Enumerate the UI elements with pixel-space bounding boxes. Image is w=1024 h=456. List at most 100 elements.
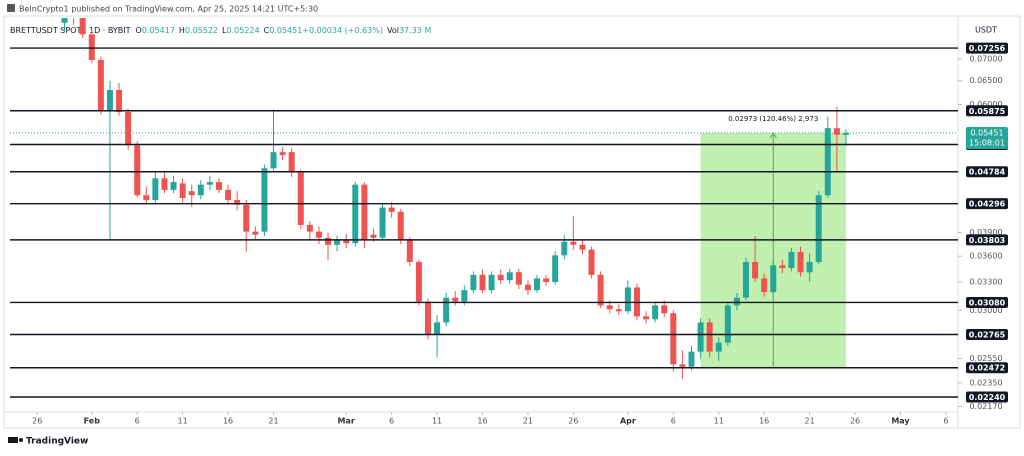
legend-key: H xyxy=(179,26,185,35)
candle-body xyxy=(643,316,650,320)
level-label: 0.04296 xyxy=(969,200,1006,209)
level-box xyxy=(966,198,1008,210)
candle-body xyxy=(225,189,232,200)
candle-body xyxy=(97,60,104,111)
x-tick-label: 6 xyxy=(943,417,948,426)
x-tick-label: May xyxy=(891,417,910,426)
candle-body xyxy=(334,240,341,245)
candle-body xyxy=(125,112,132,146)
tv-logo xyxy=(8,437,23,443)
candle-body xyxy=(134,145,141,196)
level-label: 0.07256 xyxy=(969,44,1006,53)
last-price-box xyxy=(966,126,1008,149)
candle-body xyxy=(733,297,740,306)
legend-value: 0.05451 xyxy=(269,26,302,35)
candle-body xyxy=(270,152,277,169)
level-label: 0.03803 xyxy=(969,236,1005,245)
x-tick-label: 16 xyxy=(223,417,233,426)
legend-value: 37.33 M xyxy=(399,26,431,35)
candle-body xyxy=(116,90,123,113)
candle-body xyxy=(524,284,531,291)
candle-body xyxy=(179,183,186,198)
legend-key: C xyxy=(264,26,270,35)
candle-body xyxy=(570,241,577,245)
candle-body xyxy=(397,211,404,241)
candle-body xyxy=(361,184,368,241)
candle-body xyxy=(561,241,568,256)
candle-body xyxy=(652,305,659,320)
plot-content xyxy=(61,18,849,380)
candle-body xyxy=(406,240,413,262)
candle-body xyxy=(215,182,222,190)
y-tick-label: 0.06500 xyxy=(969,76,1002,85)
candle-body xyxy=(370,234,377,238)
candle-body xyxy=(706,322,713,352)
candle-body xyxy=(234,199,241,205)
level-label: 0.04784 xyxy=(969,168,1006,177)
legend-value: 0.05522 xyxy=(185,26,218,35)
x-tick-label: 26 xyxy=(850,417,860,426)
candle-body xyxy=(306,224,313,232)
last-price-label: 0.05451 xyxy=(970,128,1003,137)
candle-body xyxy=(88,34,95,61)
plot-area xyxy=(61,18,849,380)
x-tick-label: 6 xyxy=(135,417,140,426)
candle-body xyxy=(206,182,213,185)
y-tick-label: 0.02350 xyxy=(969,378,1002,387)
candle-body xyxy=(715,342,722,352)
candle-body xyxy=(679,364,686,367)
candle-body xyxy=(452,297,459,302)
level-box xyxy=(966,234,1008,246)
legend-key: Vol xyxy=(387,26,399,35)
measure-arrowhead xyxy=(769,132,777,139)
level-box xyxy=(966,105,1008,117)
candle-body xyxy=(152,178,159,200)
candle-body xyxy=(743,261,750,298)
candle-body xyxy=(143,195,150,200)
x-tick-label: 6 xyxy=(671,417,676,426)
candle-body xyxy=(833,128,840,135)
candle-body xyxy=(388,207,395,212)
x-tick-label: 16 xyxy=(759,417,769,426)
candle-body xyxy=(252,231,259,235)
measure-label: 0.02973 (120.46%) 2,973 xyxy=(728,115,818,123)
candle-body xyxy=(170,182,177,190)
candle-body xyxy=(415,261,422,302)
symbol: BRETTUSDT SPOT · 1D · BYBIT xyxy=(10,26,131,35)
symbol-legend: BRETTUSDT SPOT · 1D · BYBIT O0.05417 H0.05… xyxy=(10,26,431,35)
legend-value: +0.00034 (+0.63%) xyxy=(302,26,383,35)
candle-body xyxy=(515,272,522,285)
candle-body xyxy=(461,290,468,302)
candle-body xyxy=(288,152,295,172)
candle-body xyxy=(724,305,731,343)
candle-body xyxy=(752,261,759,279)
legend-value: 0.05224 xyxy=(227,26,260,35)
candle-body xyxy=(261,168,268,232)
x-tick-label: 11 xyxy=(432,417,442,426)
candle-body xyxy=(588,249,595,275)
y-tick-label: 0.03300 xyxy=(969,277,1002,286)
y-tick-label: 0.06000 xyxy=(969,100,1002,109)
candle-body xyxy=(61,18,68,23)
candle-body xyxy=(443,297,450,323)
candle-body xyxy=(615,309,622,312)
level-box xyxy=(966,42,1008,54)
candle-body xyxy=(788,252,795,268)
candle-body xyxy=(606,305,613,310)
countdown-label: 15:08:01 xyxy=(969,138,1005,147)
candle-body xyxy=(106,90,113,111)
candle-body xyxy=(325,237,332,245)
y-tick-label: 0.07000 xyxy=(969,54,1002,63)
x-tick-label: Feb xyxy=(84,417,101,426)
legend-key: O xyxy=(136,26,142,35)
x-tick-label: 26 xyxy=(568,417,578,426)
level-label: 0.03080 xyxy=(969,298,1006,307)
x-tick-label: 16 xyxy=(477,417,487,426)
candle-body xyxy=(806,261,813,273)
candle-body xyxy=(352,184,359,244)
candle-body xyxy=(579,244,586,250)
candle-body xyxy=(552,255,559,282)
level-label: 0.05875 xyxy=(969,107,1006,116)
candle-body xyxy=(188,191,195,196)
